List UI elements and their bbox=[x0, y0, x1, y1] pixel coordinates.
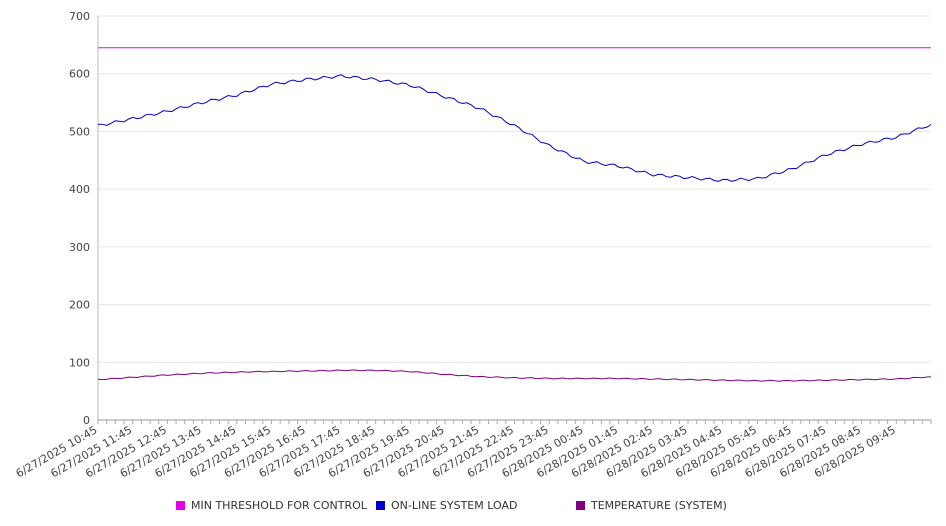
legend-item-temperature[interactable]: TEMPERATURE (SYSTEM) bbox=[576, 499, 727, 512]
y-axis: 0 100 200 300 400 500 600 700 bbox=[69, 10, 99, 427]
legend-label-min-threshold: MIN THRESHOLD FOR CONTROL bbox=[191, 499, 367, 512]
y-tick-label: 600 bbox=[69, 68, 90, 81]
legend-label-temperature: TEMPERATURE (SYSTEM) bbox=[591, 499, 727, 512]
legend-swatch-temperature bbox=[576, 501, 585, 510]
y-tick-label: 500 bbox=[69, 125, 90, 138]
legend-swatch-system-load bbox=[376, 501, 385, 510]
chart-legend: MIN THRESHOLD FOR CONTROL ON-LINE SYSTEM… bbox=[0, 499, 946, 513]
x-axis: 6/27/2025 10:456/27/2025 11:456/27/2025 … bbox=[14, 419, 932, 480]
y-tick-label: 300 bbox=[69, 241, 90, 254]
chart-series bbox=[97, 47, 932, 382]
y-tick-label: 100 bbox=[69, 356, 90, 369]
series-line-temperature-system bbox=[97, 369, 932, 382]
chart-grid bbox=[98, 15, 931, 363]
y-tick-label: 700 bbox=[69, 10, 90, 23]
legend-label-system-load: ON-LINE SYSTEM LOAD bbox=[391, 499, 518, 512]
legend-item-system-load[interactable]: ON-LINE SYSTEM LOAD bbox=[376, 499, 517, 512]
legend-swatch-min-threshold bbox=[176, 501, 185, 510]
y-tick-label: 400 bbox=[69, 183, 90, 196]
line-chart: 0 100 200 300 400 500 600 700 6/27/2025 10:456/… bbox=[14, 10, 932, 480]
y-tick-label: 200 bbox=[69, 299, 90, 312]
y-tick-label: 0 bbox=[83, 414, 90, 427]
series-line-on-line-system-load bbox=[97, 74, 932, 182]
legend-item-min-threshold[interactable]: MIN THRESHOLD FOR CONTROL bbox=[176, 499, 367, 512]
